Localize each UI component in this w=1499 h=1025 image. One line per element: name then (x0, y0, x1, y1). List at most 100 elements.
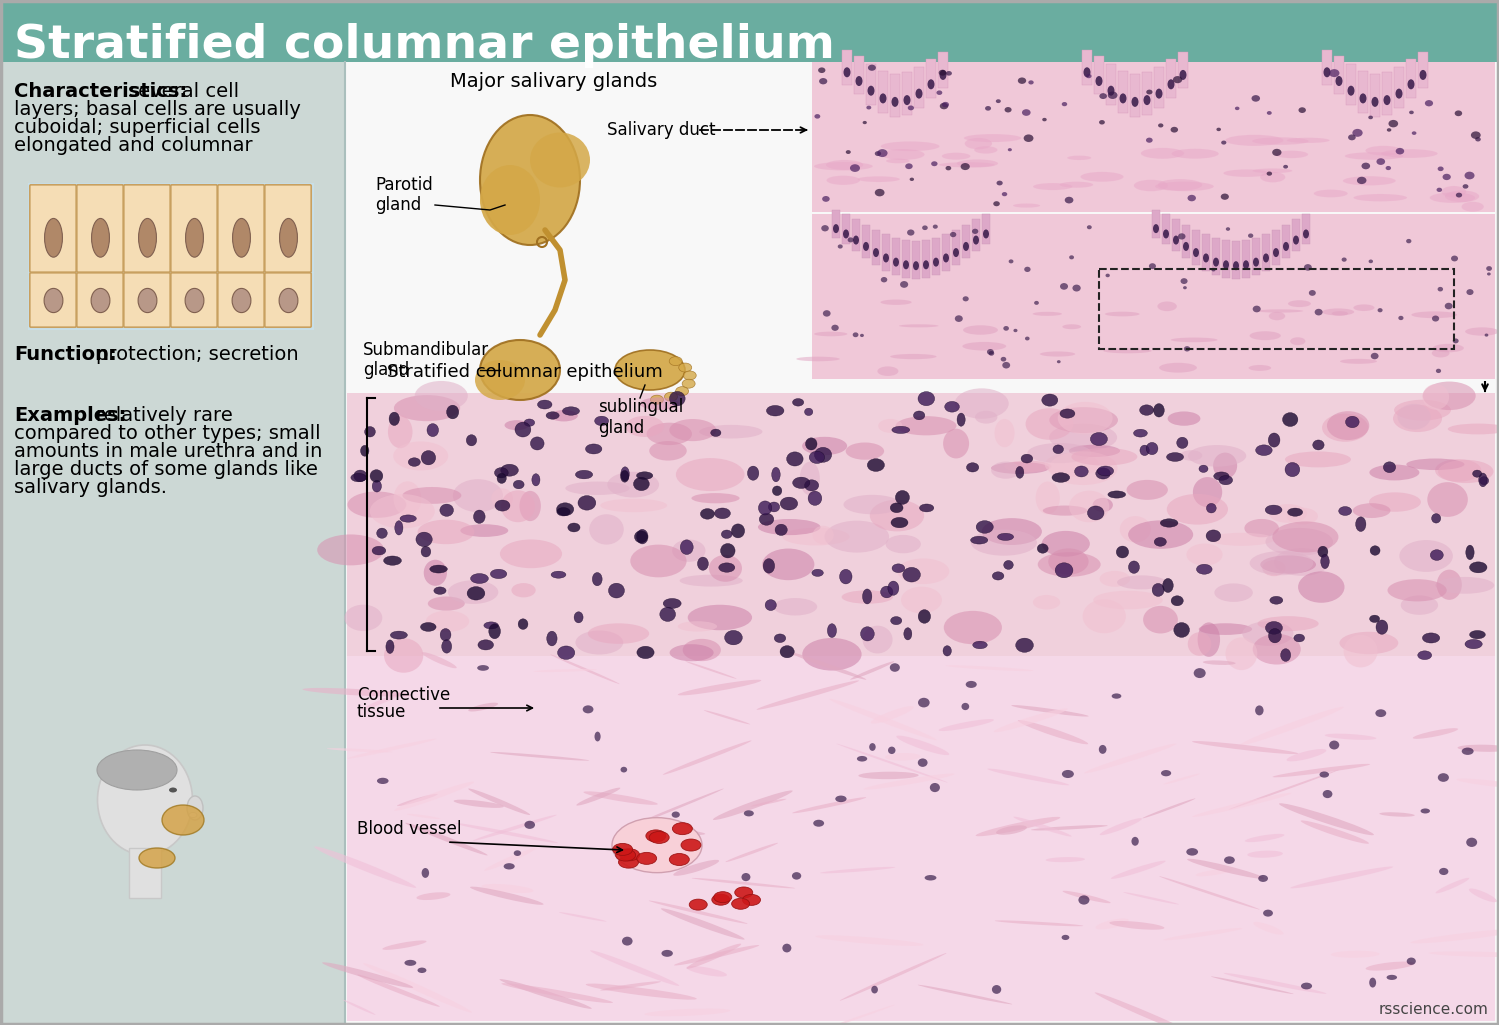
Ellipse shape (1339, 506, 1352, 516)
Ellipse shape (1426, 100, 1433, 107)
Ellipse shape (1355, 517, 1366, 532)
Ellipse shape (531, 132, 591, 188)
Bar (832, 210, 839, 239)
Ellipse shape (1180, 70, 1187, 80)
Ellipse shape (863, 774, 955, 789)
Ellipse shape (1247, 851, 1283, 858)
Ellipse shape (1016, 466, 1024, 479)
Ellipse shape (652, 822, 660, 828)
Ellipse shape (1400, 596, 1438, 615)
Ellipse shape (384, 639, 423, 672)
Ellipse shape (357, 975, 439, 1007)
Ellipse shape (1456, 193, 1462, 198)
Ellipse shape (1163, 578, 1174, 592)
Ellipse shape (1096, 918, 1129, 930)
Ellipse shape (474, 815, 556, 840)
Bar (1222, 240, 1231, 278)
Ellipse shape (1399, 316, 1403, 320)
Bar (1183, 224, 1190, 258)
Bar (1322, 49, 1333, 84)
Ellipse shape (421, 546, 430, 557)
Bar (129, 848, 160, 898)
Ellipse shape (1018, 78, 1027, 84)
Ellipse shape (869, 500, 925, 531)
Ellipse shape (417, 893, 450, 900)
Ellipse shape (916, 88, 922, 98)
Ellipse shape (448, 580, 498, 604)
Ellipse shape (621, 466, 630, 481)
Ellipse shape (1187, 195, 1196, 201)
Ellipse shape (501, 464, 519, 477)
Text: Stratified columnar epithelium: Stratified columnar epithelium (387, 363, 663, 381)
Ellipse shape (940, 70, 946, 80)
Ellipse shape (1465, 171, 1475, 179)
Ellipse shape (1183, 286, 1187, 289)
Ellipse shape (1265, 505, 1282, 515)
Ellipse shape (1058, 402, 1112, 435)
Ellipse shape (1193, 477, 1222, 507)
Bar (866, 65, 875, 105)
Bar (1162, 214, 1171, 244)
Ellipse shape (466, 435, 477, 446)
Ellipse shape (474, 510, 486, 524)
Ellipse shape (814, 447, 832, 462)
Ellipse shape (1220, 194, 1229, 200)
Ellipse shape (919, 504, 934, 511)
Ellipse shape (393, 442, 448, 470)
Ellipse shape (1004, 561, 1013, 570)
Ellipse shape (1273, 149, 1282, 156)
Ellipse shape (1061, 102, 1067, 107)
Ellipse shape (583, 705, 594, 713)
Ellipse shape (1265, 528, 1333, 556)
Ellipse shape (1235, 107, 1240, 110)
Ellipse shape (1294, 634, 1304, 642)
Ellipse shape (186, 218, 204, 257)
Ellipse shape (684, 371, 696, 380)
Ellipse shape (685, 661, 736, 679)
Bar (1418, 51, 1429, 87)
Ellipse shape (453, 480, 504, 512)
Ellipse shape (408, 814, 441, 819)
Bar (28, 183, 313, 330)
Ellipse shape (1156, 88, 1163, 98)
Ellipse shape (1294, 236, 1300, 245)
Ellipse shape (640, 398, 679, 410)
Ellipse shape (468, 703, 498, 711)
Ellipse shape (878, 419, 902, 433)
Ellipse shape (1216, 128, 1222, 131)
Ellipse shape (1250, 331, 1280, 340)
Text: Blood vessel: Blood vessel (357, 820, 462, 838)
Ellipse shape (841, 590, 893, 604)
Ellipse shape (1330, 69, 1340, 77)
Ellipse shape (976, 817, 1060, 836)
Ellipse shape (421, 652, 457, 668)
Ellipse shape (1414, 728, 1459, 739)
Ellipse shape (576, 630, 624, 655)
Ellipse shape (622, 937, 633, 946)
Ellipse shape (1127, 480, 1168, 500)
Ellipse shape (1021, 454, 1033, 463)
Ellipse shape (962, 242, 968, 251)
Ellipse shape (345, 605, 382, 631)
Ellipse shape (1180, 450, 1202, 460)
Ellipse shape (612, 818, 702, 872)
Ellipse shape (764, 600, 776, 611)
Ellipse shape (384, 556, 402, 565)
Ellipse shape (940, 102, 949, 110)
Ellipse shape (1480, 477, 1489, 485)
Ellipse shape (1132, 97, 1139, 107)
Ellipse shape (1052, 445, 1063, 454)
Ellipse shape (1013, 817, 1072, 836)
Ellipse shape (938, 720, 994, 731)
Ellipse shape (1438, 773, 1450, 782)
Ellipse shape (842, 230, 848, 239)
Bar (1166, 59, 1177, 98)
Ellipse shape (397, 793, 438, 806)
Ellipse shape (690, 899, 708, 910)
Ellipse shape (1406, 458, 1465, 470)
Ellipse shape (932, 257, 938, 266)
Ellipse shape (678, 621, 717, 631)
Ellipse shape (1369, 492, 1421, 511)
Ellipse shape (965, 681, 977, 688)
Ellipse shape (1117, 546, 1129, 558)
